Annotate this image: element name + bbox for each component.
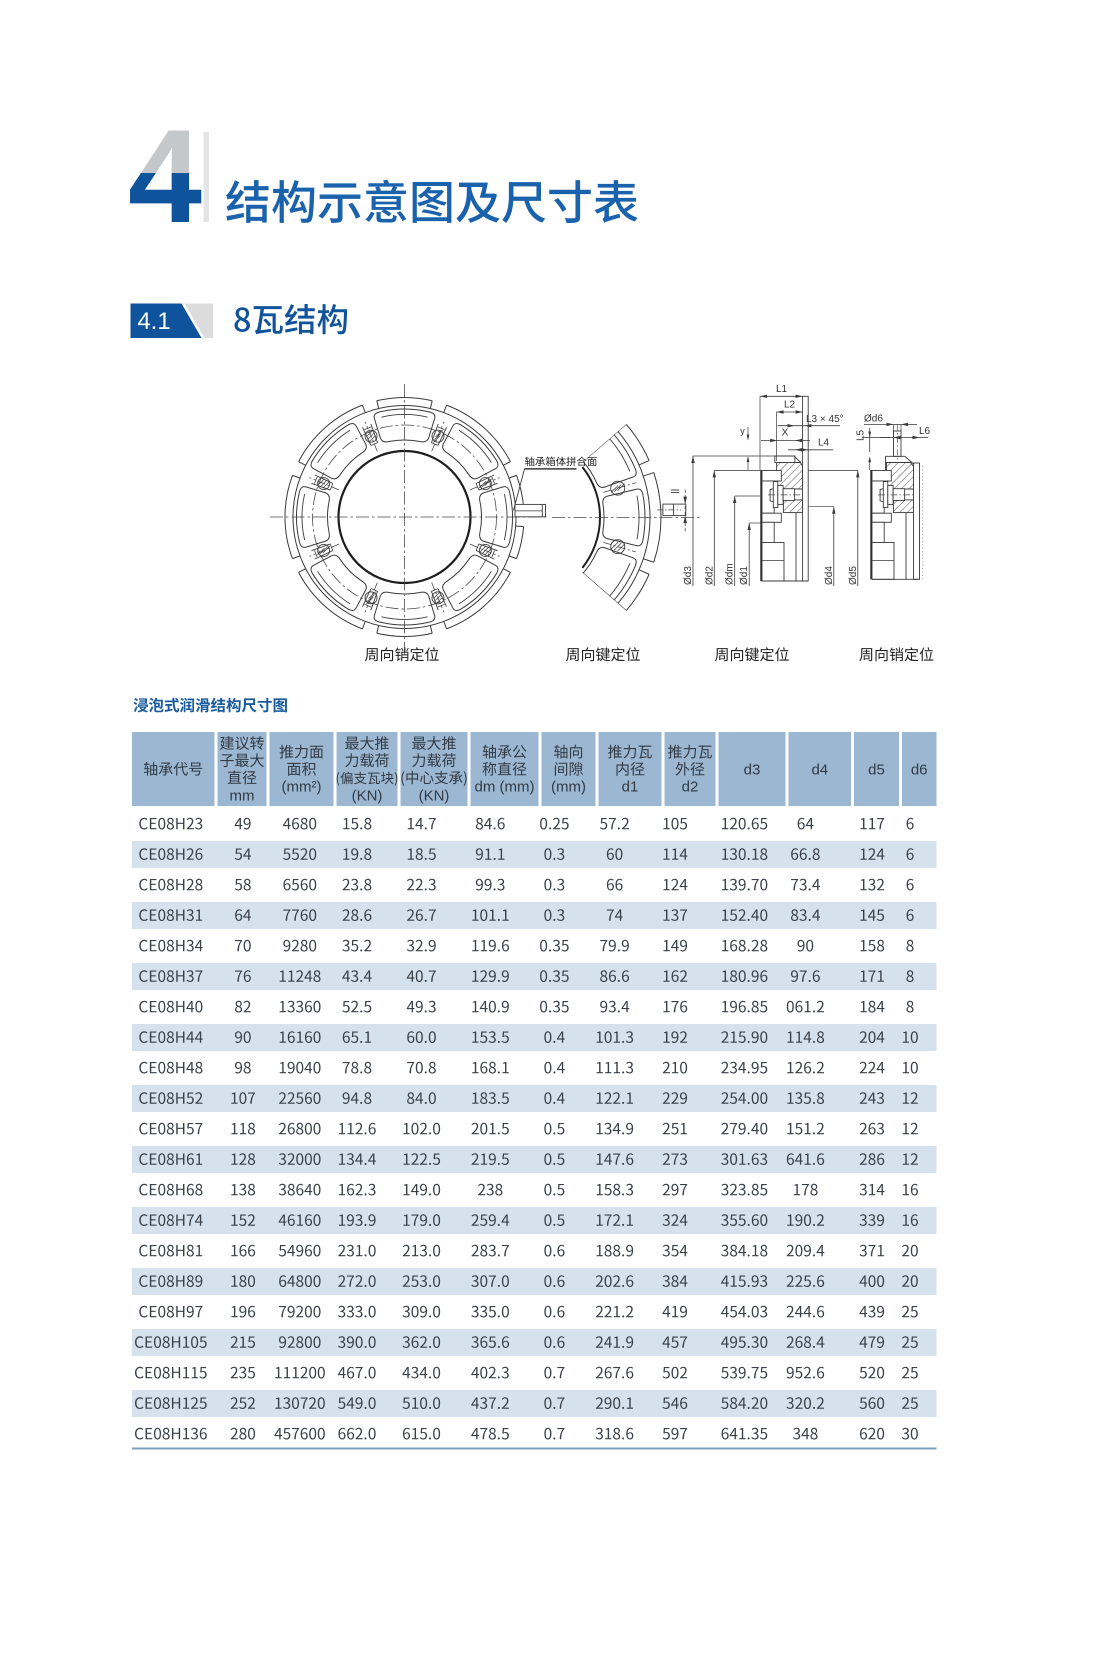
svg-text:(KN): (KN) xyxy=(352,787,383,804)
svg-text:d5: d5 xyxy=(868,762,885,779)
svg-text:d3: d3 xyxy=(744,762,761,779)
svg-text:Ød2: Ød2 xyxy=(704,566,715,585)
svg-text:d4: d4 xyxy=(811,762,828,779)
svg-text:d2: d2 xyxy=(682,779,699,796)
svg-text:dm (mm): dm (mm) xyxy=(475,779,535,796)
svg-text:(mm): (mm) xyxy=(551,779,586,796)
svg-text:Ød5: Ød5 xyxy=(848,566,859,585)
svg-text:Ød6: Ød6 xyxy=(864,414,883,425)
svg-text:Ødm: Ødm xyxy=(725,563,736,585)
svg-text:X: X xyxy=(782,428,789,439)
svg-text:L2: L2 xyxy=(784,400,796,411)
svg-text:y: y xyxy=(740,426,745,436)
svg-text:Ød1: Ød1 xyxy=(739,566,750,585)
svg-text:(KN): (KN) xyxy=(419,787,450,804)
svg-text:d1: d1 xyxy=(622,779,639,796)
svg-text:4.1: 4.1 xyxy=(137,308,170,335)
svg-text:L1: L1 xyxy=(776,384,788,395)
svg-text:mm: mm xyxy=(230,787,255,804)
svg-text:4: 4 xyxy=(128,103,202,251)
svg-text:Ød3: Ød3 xyxy=(683,566,694,585)
svg-text:L6: L6 xyxy=(919,426,931,437)
svg-text:L5: L5 xyxy=(856,429,867,441)
svg-text:(mm²): (mm²) xyxy=(282,779,322,796)
svg-text:L4: L4 xyxy=(818,438,830,449)
svg-text:Ød4: Ød4 xyxy=(824,566,835,585)
svg-text:L3 × 45°: L3 × 45° xyxy=(806,414,844,425)
svg-text:d6: d6 xyxy=(911,762,928,779)
